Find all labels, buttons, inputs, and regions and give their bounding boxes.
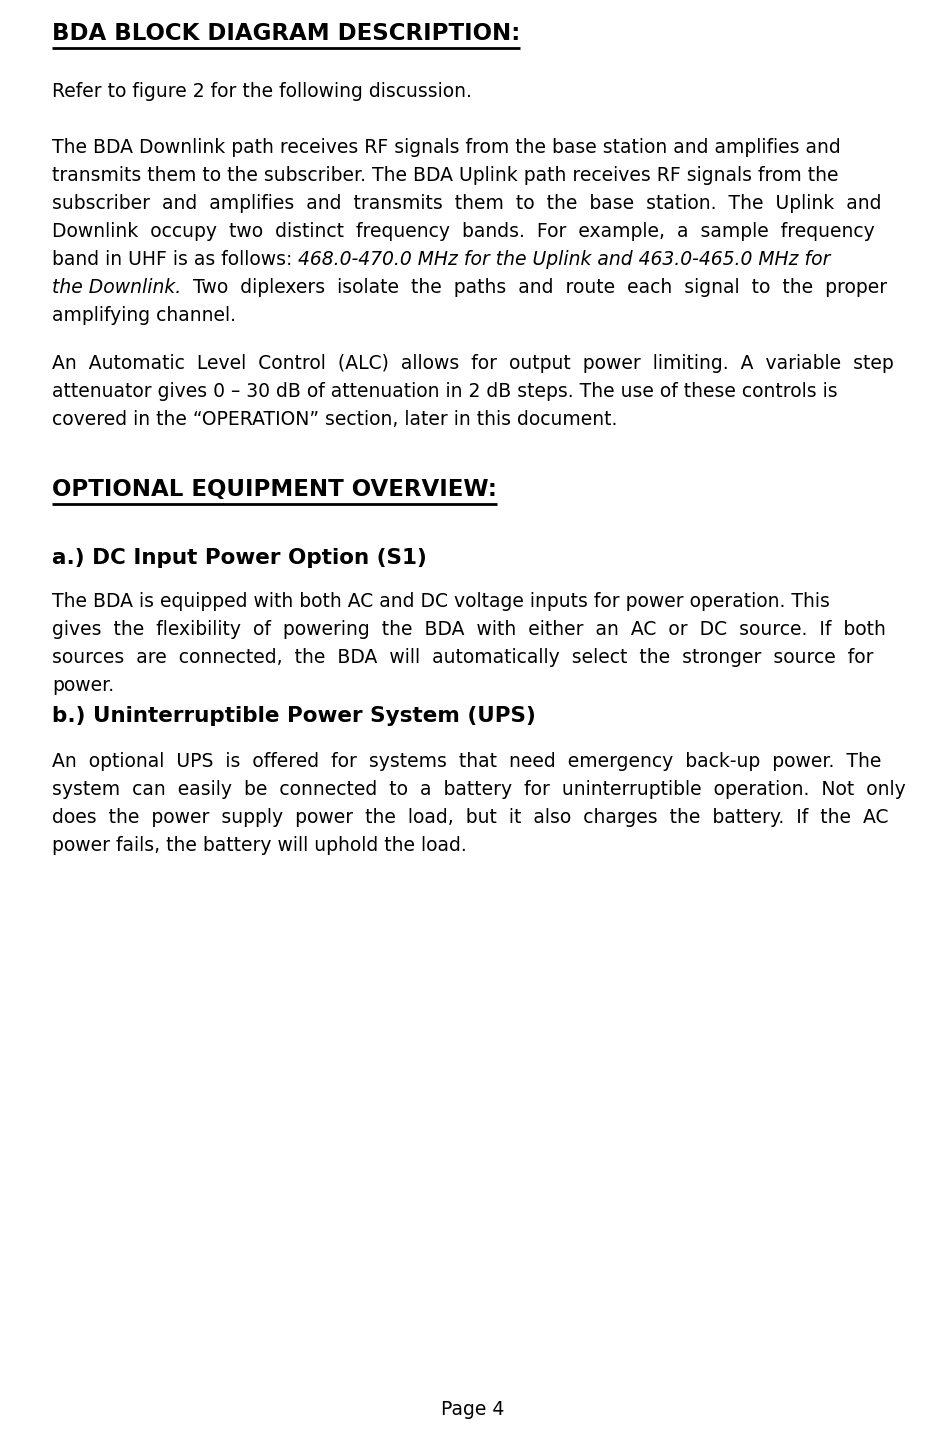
Text: transmits them to the subscriber. The BDA Uplink path receives RF signals from t: transmits them to the subscriber. The BD… <box>52 167 837 185</box>
Text: OPTIONAL EQUIPMENT OVERVIEW:: OPTIONAL EQUIPMENT OVERVIEW: <box>52 478 497 501</box>
Text: the Downlink.: the Downlink. <box>52 278 181 297</box>
Text: a.) DC Input Power Option (S1): a.) DC Input Power Option (S1) <box>52 548 427 568</box>
Text: An  optional  UPS  is  offered  for  systems  that  need  emergency  back-up  po: An optional UPS is offered for systems t… <box>52 752 881 771</box>
Text: does  the  power  supply  power  the  load,  but  it  also  charges  the  batter: does the power supply power the load, bu… <box>52 809 887 827</box>
Text: covered in the “OPERATION” section, later in this document.: covered in the “OPERATION” section, late… <box>52 410 616 429</box>
Text: Page 4: Page 4 <box>440 1400 504 1419</box>
Text: The BDA Downlink path receives RF signals from the base station and amplifies an: The BDA Downlink path receives RF signal… <box>52 138 840 156</box>
Text: BDA BLOCK DIAGRAM DESCRIPTION:: BDA BLOCK DIAGRAM DESCRIPTION: <box>52 22 520 45</box>
Text: b.) Uninterruptible Power System (UPS): b.) Uninterruptible Power System (UPS) <box>52 706 535 726</box>
Text: power.: power. <box>52 677 114 696</box>
Text: Two  diplexers  isolate  the  paths  and  route  each  signal  to  the  proper: Two diplexers isolate the paths and rout… <box>181 278 886 297</box>
Text: power fails, the battery will uphold the load.: power fails, the battery will uphold the… <box>52 836 466 855</box>
Text: Refer to figure 2 for the following discussion.: Refer to figure 2 for the following disc… <box>52 83 471 101</box>
Text: attenuator gives 0 – 30 dB of attenuation in 2 dB steps. The use of these contro: attenuator gives 0 – 30 dB of attenuatio… <box>52 383 836 401</box>
Text: Downlink  occupy  two  distinct  frequency  bands.  For  example,  a  sample  fr: Downlink occupy two distinct frequency b… <box>52 222 874 241</box>
Text: 468.0-470.0 MHz for the Uplink and 463.0-465.0 MHz for: 468.0-470.0 MHz for the Uplink and 463.0… <box>298 251 830 270</box>
Text: amplifying channel.: amplifying channel. <box>52 306 236 325</box>
Text: gives  the  flexibility  of  powering  the  BDA  with  either  an  AC  or  DC  s: gives the flexibility of powering the BD… <box>52 620 885 639</box>
Text: system  can  easily  be  connected  to  a  battery  for  uninterruptible  operat: system can easily be connected to a batt… <box>52 780 904 798</box>
Text: The BDA is equipped with both AC and DC voltage inputs for power operation. This: The BDA is equipped with both AC and DC … <box>52 593 829 611</box>
Text: sources  are  connected,  the  BDA  will  automatically  select  the  stronger  : sources are connected, the BDA will auto… <box>52 648 872 667</box>
Text: An  Automatic  Level  Control  (ALC)  allows  for  output  power  limiting.  A  : An Automatic Level Control (ALC) allows … <box>52 354 893 372</box>
Text: subscriber  and  amplifies  and  transmits  them  to  the  base  station.  The  : subscriber and amplifies and transmits t… <box>52 194 881 213</box>
Text: band in UHF is as follows:: band in UHF is as follows: <box>52 251 298 270</box>
